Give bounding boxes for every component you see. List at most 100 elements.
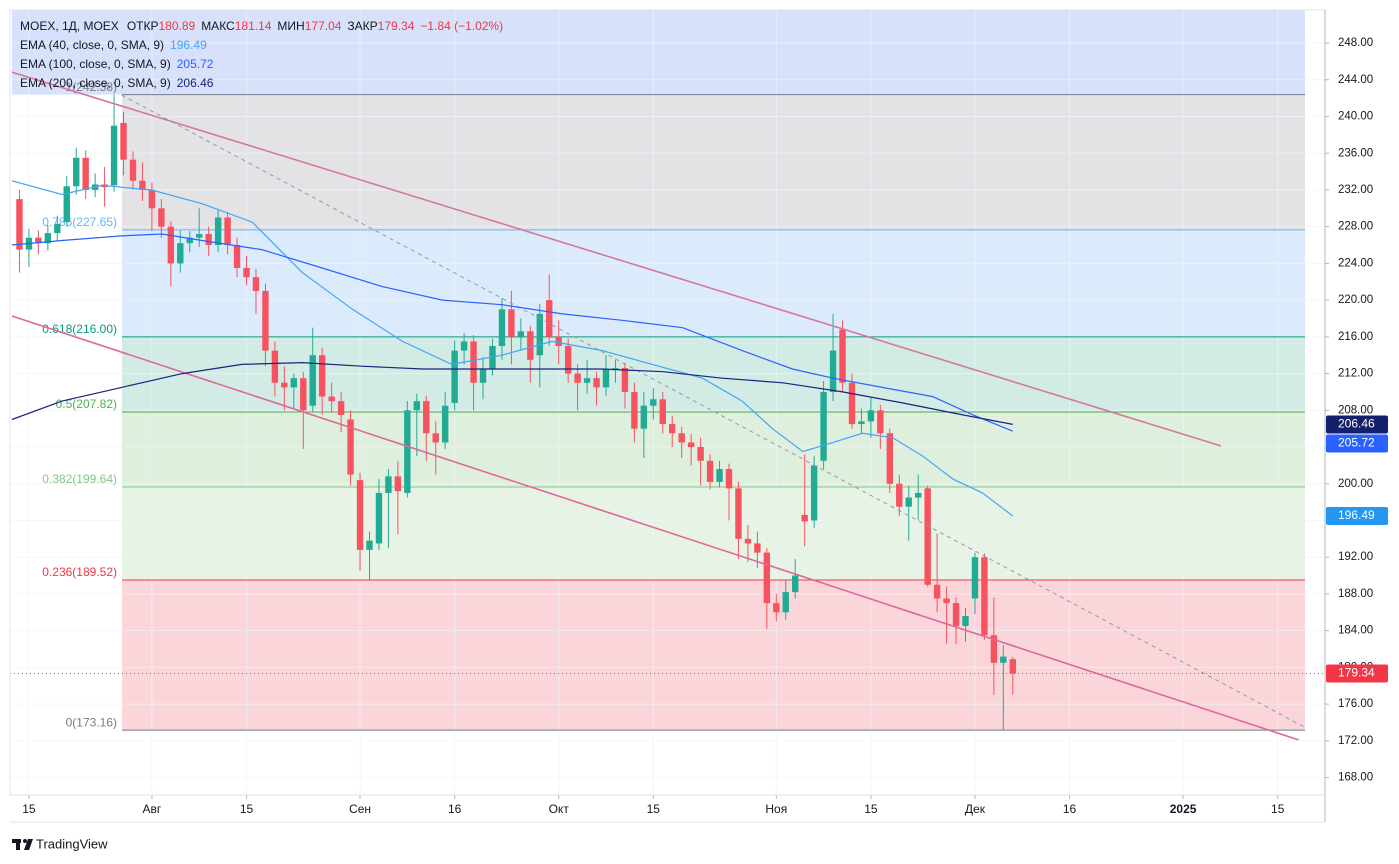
x-tick-label: 16	[448, 802, 462, 816]
fib-zone	[12, 10, 1305, 95]
candle-body	[820, 391, 827, 461]
y-tick-label: 172.00	[1338, 735, 1373, 747]
legend-name: EMA (40, close, 0, SMA, 9)	[20, 38, 164, 52]
candle-body	[678, 433, 685, 443]
y-tick-label: 200.00	[1338, 478, 1373, 490]
candle-body	[508, 309, 515, 337]
candle-body	[763, 552, 771, 604]
price-tag-label: 206.46	[1338, 417, 1375, 431]
price-tag	[1326, 415, 1388, 434]
legend-entry: EMA (100, close, 0, SMA, 9) 205.72	[20, 57, 214, 71]
candle-body	[650, 399, 657, 406]
y-tick-label: 240.00	[1338, 111, 1373, 123]
fib-zone	[122, 94, 1305, 230]
candle-body	[82, 157, 89, 190]
y-tick-label: 236.00	[1338, 147, 1373, 159]
candle-body	[527, 331, 534, 360]
candle-body	[962, 615, 969, 627]
price-tag	[1326, 664, 1388, 683]
candle-body	[744, 538, 752, 544]
x-tick-label: Окт	[549, 802, 570, 816]
candle-body	[290, 378, 298, 388]
candle-body	[394, 476, 402, 492]
candle-body	[877, 410, 884, 434]
candle-body	[952, 603, 960, 627]
y-tick-label: 168.00	[1338, 772, 1373, 784]
candle-body	[205, 234, 212, 246]
price-tag-label: 196.49	[1338, 508, 1375, 522]
candle-body	[129, 159, 137, 181]
symbol: MOEX, 1Д, MOEX	[20, 19, 119, 33]
x-tick-label: 15	[864, 802, 878, 816]
ema-line	[11, 180, 1014, 517]
candle-body	[110, 125, 118, 186]
candle-body	[460, 341, 468, 351]
candle-body	[924, 488, 931, 585]
candle-body	[35, 237, 42, 244]
candle-body	[801, 514, 808, 522]
price-tag	[1326, 434, 1388, 453]
logo-mark	[24, 839, 33, 850]
candle-body	[564, 346, 572, 374]
candle-body	[54, 223, 61, 234]
y-tick-label: 212.00	[1338, 368, 1373, 380]
candle-body	[479, 368, 487, 383]
candle-body	[858, 421, 865, 425]
candle-body	[271, 350, 279, 383]
y-tick-label: 244.00	[1338, 74, 1373, 86]
candle-body	[451, 350, 458, 403]
candle-body	[63, 186, 70, 223]
candle-body	[366, 540, 373, 550]
candle-body	[896, 483, 903, 507]
candle-body	[300, 378, 307, 411]
candle-body	[735, 488, 742, 539]
y-tick-label: 232.00	[1338, 184, 1373, 196]
y-tick-label: 220.00	[1338, 294, 1373, 306]
candle-body	[186, 237, 193, 244]
legend-header: MOEX, 1Д, MOEX ОТКР180.89 МАКС181.14 МИН177…	[20, 19, 503, 33]
candle-body	[281, 382, 288, 388]
candle-body	[915, 492, 922, 498]
fib-label: 0.786(227.65)	[42, 215, 117, 229]
candle-body	[1000, 656, 1007, 663]
fib-label: 1(242.38)	[66, 80, 117, 94]
legend-name: EMA (200, close, 0, SMA, 9)	[20, 76, 171, 90]
candle-body	[158, 208, 165, 227]
logo-mark	[23, 839, 27, 843]
candle-body	[583, 378, 591, 383]
x-tick-label: Ноя	[765, 802, 787, 816]
candle-body	[470, 341, 477, 383]
x-tick-label: 2025	[1170, 802, 1197, 816]
candle-body	[536, 313, 543, 356]
y-tick-label: 248.00	[1338, 37, 1373, 49]
candle-body	[404, 410, 411, 493]
candle-body	[432, 433, 439, 443]
candle-body	[990, 635, 998, 663]
ema-line	[11, 233, 1014, 432]
candle-body	[262, 290, 269, 351]
candle-body	[697, 447, 704, 461]
candle-body	[375, 492, 383, 544]
legend-name: EMA (100, close, 0, SMA, 9)	[20, 57, 171, 71]
candle-body	[754, 543, 761, 553]
candle-body	[905, 497, 912, 507]
legend-value: 206.46	[177, 76, 214, 90]
logo-mark	[16, 839, 20, 850]
candle-body	[867, 410, 875, 422]
fib-label: 0.382(199.64)	[42, 472, 117, 486]
x-tick-label: 15	[22, 802, 36, 816]
candle-body	[243, 267, 250, 278]
trend-line	[11, 71, 1222, 447]
fib-label: 0.236(189.52)	[42, 565, 117, 579]
legend-value: 205.72	[177, 57, 214, 71]
candle-body	[413, 401, 420, 411]
candle-body	[829, 350, 837, 392]
candle-body	[971, 557, 979, 599]
price-tag-label: 205.72	[1338, 436, 1375, 450]
logo	[12, 839, 33, 850]
y-tick-label: 184.00	[1338, 625, 1373, 637]
legend-entry: EMA (40, close, 0, SMA, 9) 196.49	[20, 38, 207, 52]
candle-body	[555, 336, 562, 347]
candle-body	[498, 309, 506, 347]
